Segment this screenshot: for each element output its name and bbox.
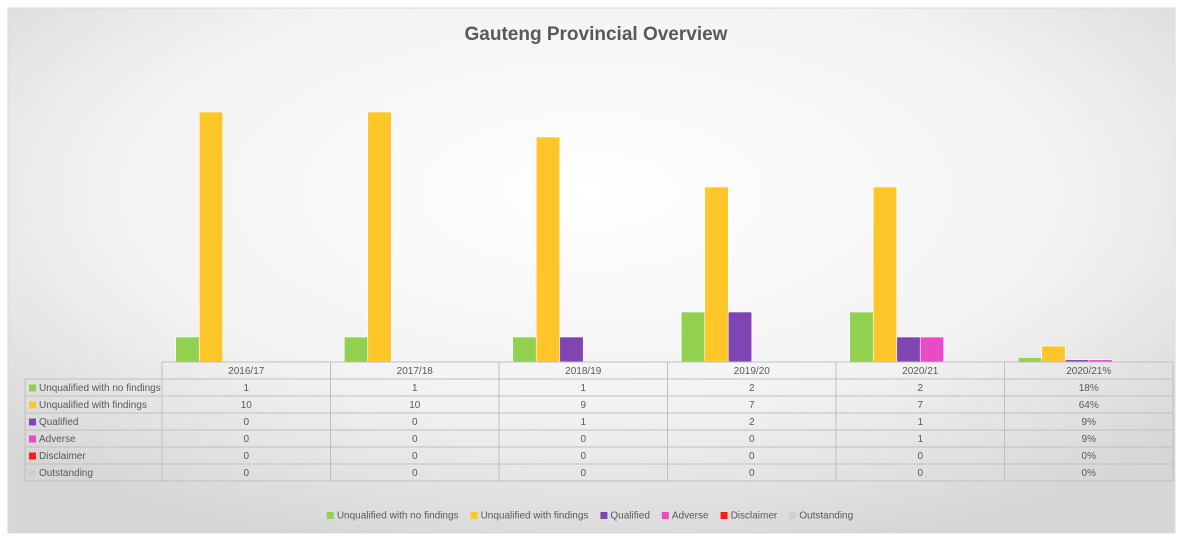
table-cell: 0: [243, 468, 249, 479]
table-cell: 0: [917, 451, 923, 462]
legend-swatch: [661, 512, 669, 519]
table-cell: 0: [243, 434, 249, 445]
bar: [872, 186, 898, 363]
bar: [535, 136, 561, 363]
table-cell: 1: [917, 434, 923, 445]
table-cell: 0: [412, 451, 418, 462]
table-cell: 9%: [1082, 434, 1097, 445]
table-cell: 1: [243, 383, 249, 394]
bar: [704, 186, 729, 363]
table-row-label: Unqualified with findings: [39, 400, 147, 411]
table-cell: 2: [749, 383, 755, 394]
table-cell: 0: [243, 417, 249, 428]
table-cell: 0: [580, 451, 586, 462]
table-cell: 9%: [1082, 417, 1097, 428]
bar: [343, 336, 369, 363]
table-cell: 0: [749, 451, 755, 462]
table-cell: 0: [917, 468, 923, 479]
table-cell: 0: [749, 434, 755, 445]
legend-label: Unqualified with no findings: [337, 511, 459, 522]
table-legend-swatch: [29, 452, 36, 460]
table-cell: 10: [241, 400, 253, 411]
x-tick-label: 2016/17: [228, 366, 265, 377]
table-cell: 0: [412, 468, 418, 479]
table-row-label: Qualified: [39, 417, 78, 428]
x-tick-label: 2017/18: [397, 366, 434, 377]
bar: [1041, 345, 1066, 363]
legend-swatch: [600, 512, 608, 519]
bar: [849, 311, 874, 363]
table-legend-swatch: [29, 435, 36, 443]
table-cell: 1: [412, 383, 418, 394]
legend-label: Unqualified with findings: [481, 511, 589, 522]
table-cell: 7: [749, 400, 755, 411]
table-cell: 64%: [1079, 400, 1099, 411]
bar: [175, 336, 200, 363]
table-legend-swatch: [29, 384, 36, 392]
x-tick-label: 2020/21%: [1066, 366, 1111, 377]
legend-swatch: [326, 512, 334, 519]
table-legend-swatch: [29, 401, 36, 409]
table-cell: 0%: [1082, 451, 1097, 462]
table-cell: 1: [917, 417, 923, 428]
table-cell: 2: [917, 383, 923, 394]
legend-swatch: [720, 512, 728, 519]
legend-swatch: [789, 512, 797, 519]
table-cell: 0: [749, 468, 755, 479]
table-cell: 0: [243, 451, 249, 462]
legend-label: Outstanding: [799, 511, 853, 522]
bar: [680, 311, 706, 363]
table-row-label: Unqualified with no findings: [39, 383, 161, 394]
table-cell: 0: [580, 434, 586, 445]
legend-label: Disclaimer: [731, 511, 778, 522]
bar: [559, 336, 584, 363]
legend-label: Adverse: [672, 511, 709, 522]
table-cell: 18%: [1079, 383, 1099, 394]
table-cell: 7: [917, 400, 923, 411]
table-legend-swatch: [29, 418, 36, 426]
legend-label: Qualified: [610, 511, 649, 522]
bar: [512, 336, 537, 363]
bar: [1017, 357, 1043, 363]
table-cell: 0: [580, 468, 586, 479]
x-tick-label: 2019/20: [734, 366, 771, 377]
legend-swatch: [470, 512, 478, 519]
bar: [919, 336, 945, 363]
table-row-label: Disclaimer: [39, 451, 86, 462]
table-row-label: Adverse: [39, 434, 76, 445]
table-cell: 10: [409, 400, 421, 411]
bar: [727, 311, 753, 363]
bar: [367, 111, 392, 363]
bar: [198, 111, 224, 363]
chart-title: Gauteng Provincial Overview: [465, 24, 728, 45]
table-cell: 1: [580, 417, 586, 428]
table-cell: 0: [412, 417, 418, 428]
table-cell: 1: [580, 383, 586, 394]
table-cell: 0%: [1082, 468, 1097, 479]
x-tick-label: 2020/21: [902, 366, 939, 377]
table-cell: 9: [580, 400, 586, 411]
table-cell: 0: [412, 434, 418, 445]
table-legend-swatch: [29, 469, 36, 477]
bar: [896, 336, 921, 363]
table-cell: 2: [749, 417, 755, 428]
table-row-label: Outstanding: [39, 468, 93, 479]
chart-background: [7, 7, 1176, 534]
x-tick-label: 2018/19: [565, 366, 602, 377]
